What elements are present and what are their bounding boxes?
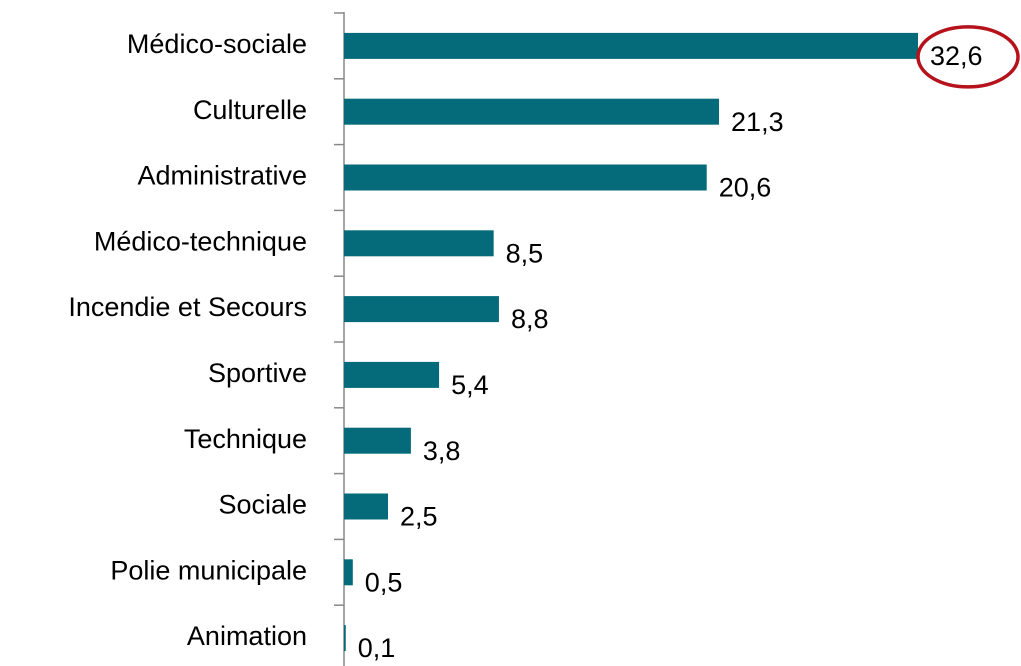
category-label: Technique xyxy=(184,424,307,454)
bar xyxy=(344,493,389,520)
data-label: 8,5 xyxy=(506,238,544,268)
category-label: Sportive xyxy=(208,358,307,388)
data-label: 32,6 xyxy=(930,41,983,71)
category-label: Incendie et Secours xyxy=(68,292,307,322)
data-label: 20,6 xyxy=(719,173,772,203)
bar xyxy=(344,625,346,652)
category-label: Médico-technique xyxy=(94,226,307,256)
data-label: 8,8 xyxy=(511,304,549,334)
category-label: Médico-sociale xyxy=(127,29,307,59)
bar xyxy=(344,32,918,59)
data-label: 5,4 xyxy=(451,370,489,400)
bar xyxy=(344,98,720,125)
category-label: Polie municipale xyxy=(110,555,307,585)
data-label: 21,3 xyxy=(731,107,784,137)
bar xyxy=(344,296,499,323)
category-label: Culturelle xyxy=(193,95,307,125)
data-label: 0,5 xyxy=(365,567,403,597)
bar xyxy=(344,164,707,191)
bar xyxy=(344,559,353,586)
data-label: 0,1 xyxy=(358,633,396,663)
data-label: 3,8 xyxy=(423,436,461,466)
bar xyxy=(344,230,494,257)
data-label: 2,5 xyxy=(400,502,438,532)
category-label: Animation xyxy=(187,621,307,651)
category-label: Administrative xyxy=(137,161,307,191)
bar xyxy=(344,427,411,454)
bar xyxy=(344,361,440,388)
highlight-circle xyxy=(916,25,1020,89)
category-label: Sociale xyxy=(218,490,307,520)
